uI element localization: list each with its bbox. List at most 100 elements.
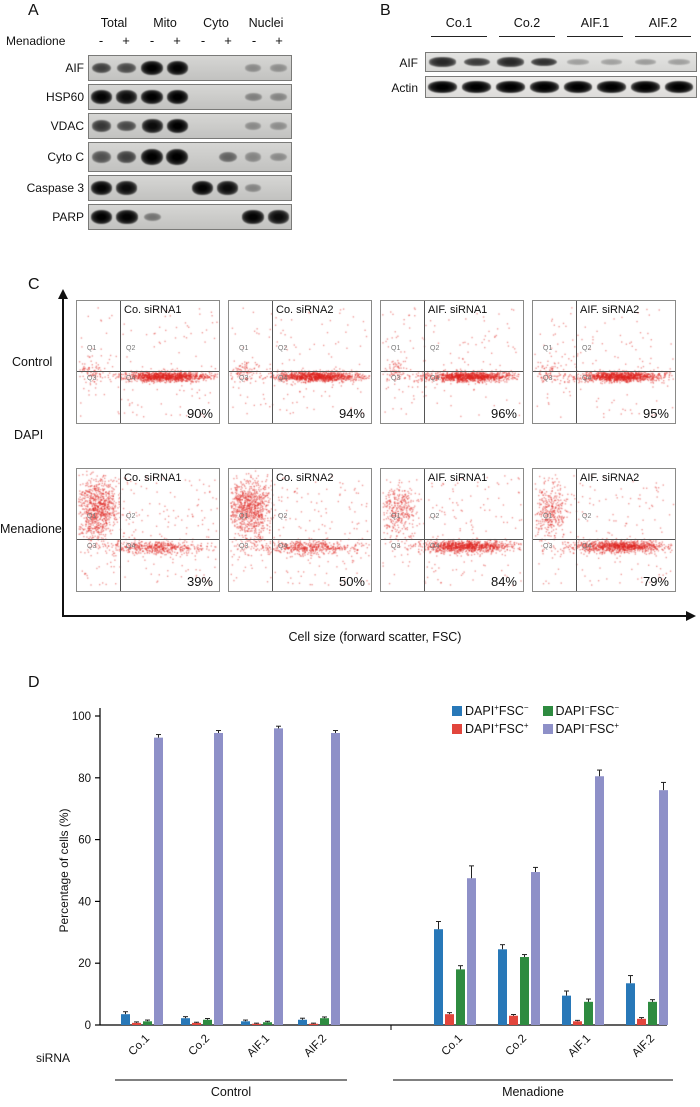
- quadrant-vline: [120, 469, 121, 591]
- bar: [456, 969, 465, 1025]
- quadrant-label-q4: Q4: [582, 375, 592, 382]
- panel-a-label: A: [28, 2, 39, 19]
- y-tick-label: 60: [78, 835, 91, 847]
- quadrant-label-q1: Q1: [239, 513, 249, 520]
- panel-d-label: D: [28, 674, 40, 691]
- legend-label: DAPI+FSC+: [465, 721, 529, 737]
- plot-title: Co. siRNA1: [124, 304, 182, 316]
- bar: [445, 1014, 454, 1025]
- blot-band: [143, 212, 161, 222]
- legend-swatch: [452, 706, 462, 716]
- quadrant-hline: [229, 371, 371, 372]
- flow-row-label-menadione: Menadione: [0, 522, 62, 536]
- bar: [192, 1022, 201, 1025]
- blot-band: [567, 59, 589, 65]
- blot-band: [92, 151, 111, 163]
- blot-band: [90, 90, 113, 104]
- y-tick-label: 100: [72, 711, 91, 723]
- header-underline: [635, 36, 691, 37]
- lane-group-total: Total: [100, 16, 128, 30]
- blot-band: [116, 181, 138, 195]
- blot-band: [270, 152, 287, 162]
- blot-band: [91, 120, 112, 132]
- quadrant-label-q1: Q1: [239, 345, 249, 352]
- lane-sign: +: [122, 33, 130, 48]
- blot-band: [116, 210, 138, 224]
- flow-y-axis-arrow-icon: [58, 289, 68, 299]
- lane-sign: -: [98, 33, 104, 48]
- blot-band: [218, 151, 237, 163]
- blot-band: [141, 60, 163, 75]
- bar: [531, 872, 540, 1025]
- chart-legend: DAPI+FSC− DAPI+FSC+ DAPI−FSC− DAPI−FSC+: [452, 702, 619, 738]
- blot-band: [166, 89, 189, 104]
- blot-band: [90, 181, 113, 195]
- quadrant-label-q2: Q2: [278, 345, 288, 352]
- blot-band: [90, 209, 113, 224]
- blot-band: [634, 59, 657, 65]
- bar: [573, 1021, 582, 1025]
- plot-percent: 39%: [186, 574, 213, 589]
- quadrant-label-q2: Q2: [430, 345, 440, 352]
- group-label: Menadione: [502, 1085, 564, 1099]
- plot-title: Co. siRNA1: [124, 472, 182, 484]
- lane-sign: +: [173, 33, 181, 48]
- sirna-axis-label: siRNA: [36, 1051, 71, 1065]
- bar: [214, 732, 223, 1025]
- scatter-dots: [533, 301, 675, 423]
- blot-band: [429, 57, 457, 67]
- bar: [562, 995, 571, 1025]
- legend-swatch: [542, 724, 553, 734]
- plot-percent: 50%: [338, 574, 365, 589]
- quadrant-label-q4: Q4: [430, 375, 440, 382]
- quadrant-label-q1: Q1: [87, 345, 97, 352]
- plot-title: AIF. siRNA2: [580, 304, 640, 316]
- quadrant-vline: [576, 469, 577, 591]
- quadrant-label-q4: Q4: [430, 543, 440, 550]
- blot-band: [495, 81, 525, 93]
- flow-row-label-control: Control: [12, 355, 53, 369]
- blot-band: [270, 93, 287, 101]
- quadrant-label-q3: Q3: [87, 375, 97, 382]
- bar: [263, 1022, 272, 1025]
- lane-group-co2: Co.2: [513, 16, 541, 30]
- blot-band: [668, 59, 690, 65]
- bar: [637, 1018, 646, 1025]
- quadrant-label-q2: Q2: [126, 513, 136, 520]
- x-category-label: AIF.2: [302, 1033, 329, 1060]
- blot-band: [191, 181, 214, 195]
- scatter-dots: [77, 469, 219, 591]
- quadrant-hline: [533, 539, 675, 540]
- bar-chart: Percentage of cells (%) 0 20 40 60 80 100 Co.1 C…: [57, 708, 673, 1099]
- bar: [252, 1023, 261, 1025]
- blot-band: [563, 81, 593, 93]
- flow-plot-menadione-aif1: AIF. siRNA1 Q1 Q2 Q3 Q4 84%: [380, 468, 524, 592]
- legend-label: DAPI+FSC−: [465, 703, 529, 719]
- legend-swatch: [542, 706, 553, 716]
- quadrant-label-q2: Q2: [582, 513, 592, 520]
- quadrant-label-q2: Q2: [278, 513, 288, 520]
- flow-x-axis-arrow-icon: [686, 611, 696, 621]
- plot-title: Co. siRNA2: [276, 304, 334, 316]
- y-axis-title: Percentage of cells (%): [57, 808, 71, 932]
- blot-strip-actin-b: [425, 76, 697, 98]
- blot-row-label: HSP60: [45, 90, 84, 104]
- blot-band: [597, 81, 626, 93]
- blot-row-label: Cyto C: [47, 150, 84, 164]
- plot-percent: 84%: [490, 574, 517, 589]
- bar: [309, 1023, 318, 1025]
- flow-plot-control-co1: Co. siRNA1 Q1 Q2 Q3 Q4 90%: [76, 300, 220, 424]
- lane-group-mito: Mito: [153, 16, 177, 30]
- blot-band: [141, 89, 163, 104]
- quadrant-label-q4: Q4: [278, 543, 288, 550]
- scatter-dots: [229, 301, 371, 423]
- blot-band: [242, 210, 264, 224]
- bar: [520, 957, 529, 1025]
- legend-swatch: [452, 724, 462, 734]
- blot-band: [244, 122, 262, 130]
- flow-plot-control-co2: Co. siRNA2 Q1 Q2 Q3 Q4 94%: [228, 300, 372, 424]
- x-category-label: Co.1: [439, 1033, 465, 1059]
- blot-strip-caspase3: [88, 175, 292, 201]
- blot-band: [244, 64, 262, 72]
